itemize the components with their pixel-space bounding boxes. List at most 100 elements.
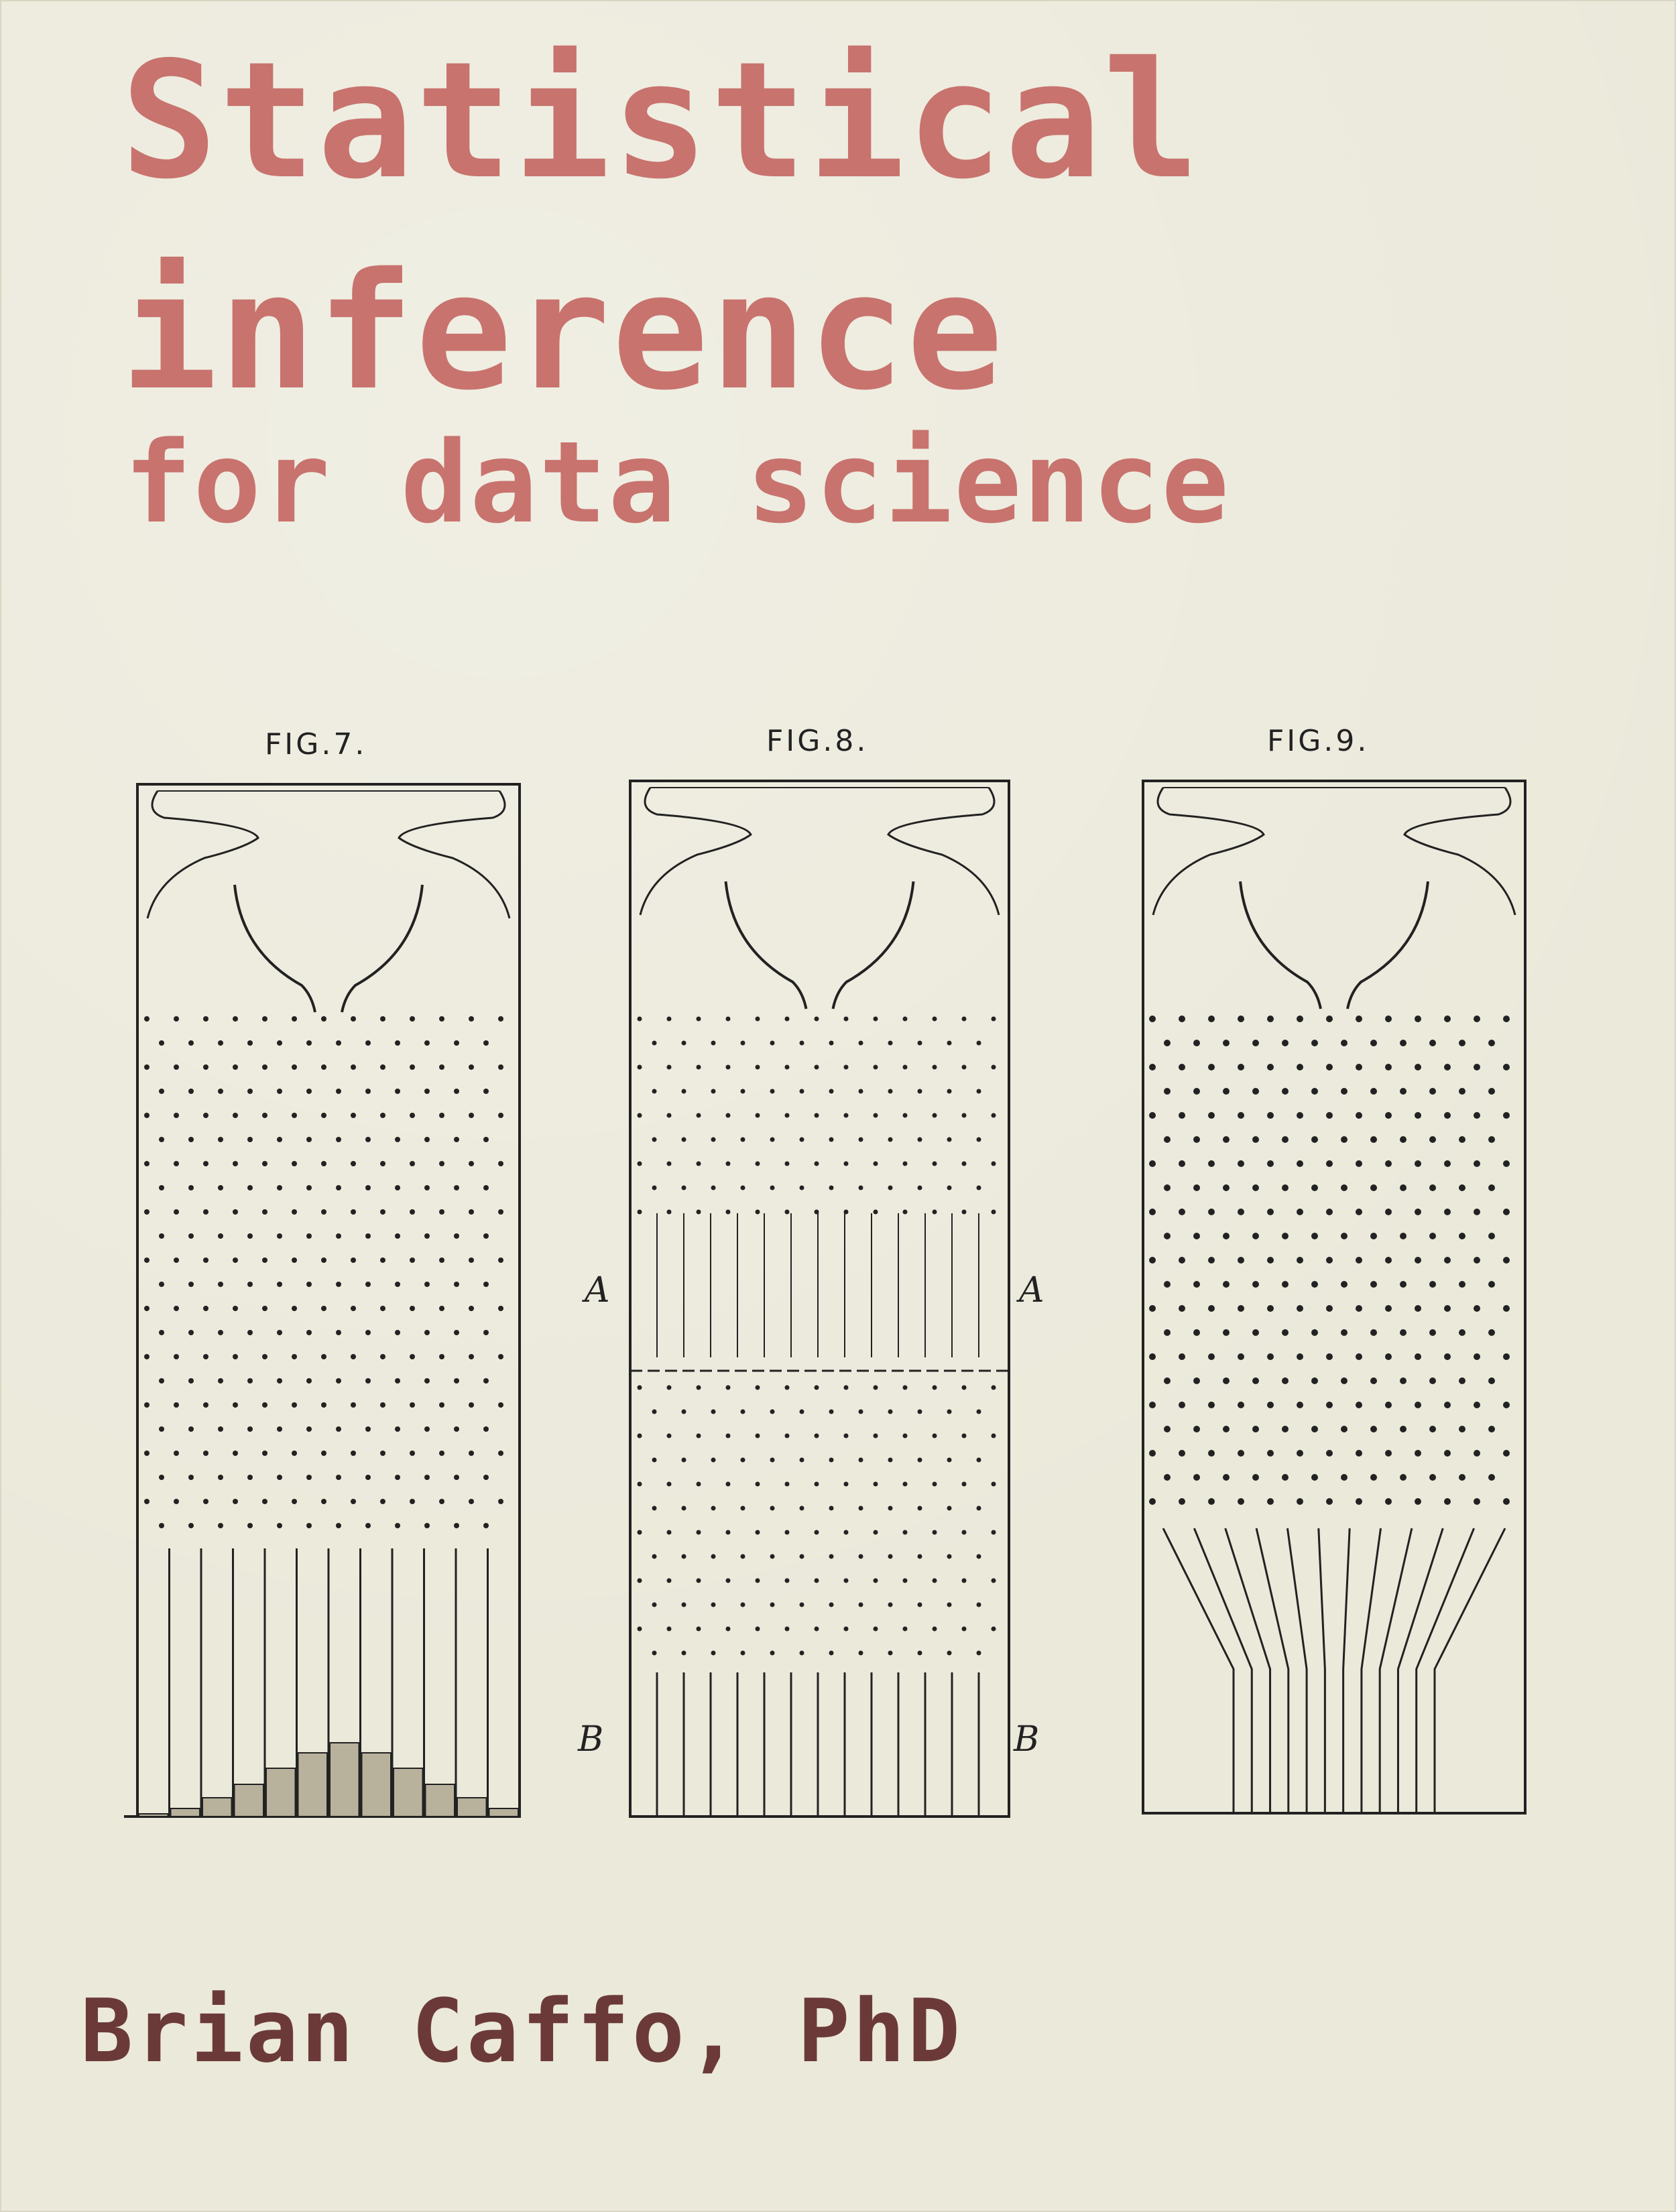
pin bbox=[233, 1499, 238, 1504]
pin bbox=[1223, 1088, 1230, 1095]
pin bbox=[932, 1578, 937, 1583]
pin bbox=[336, 1185, 341, 1190]
pin bbox=[1400, 1088, 1406, 1095]
pin bbox=[1326, 1353, 1333, 1360]
pin bbox=[380, 1306, 385, 1311]
pin bbox=[1474, 1305, 1480, 1312]
pin bbox=[932, 1113, 937, 1118]
pin bbox=[637, 1385, 642, 1390]
pin bbox=[321, 1451, 326, 1456]
marker-b-left: B bbox=[578, 1719, 604, 1760]
pin bbox=[666, 1016, 672, 1022]
pin bbox=[498, 1257, 503, 1263]
pin bbox=[1311, 1281, 1318, 1288]
histogram-bar bbox=[361, 1752, 392, 1817]
pin bbox=[395, 1185, 400, 1190]
pin bbox=[814, 1209, 819, 1215]
pin bbox=[1223, 1474, 1230, 1481]
pin bbox=[976, 1040, 981, 1046]
pin bbox=[1282, 1233, 1289, 1239]
pin bbox=[410, 1402, 415, 1408]
pin bbox=[1503, 1160, 1510, 1167]
pin bbox=[1503, 1450, 1510, 1457]
funnel-channel bbox=[1317, 1528, 1326, 1813]
pin bbox=[174, 1451, 179, 1456]
pin bbox=[1415, 1305, 1421, 1312]
pin bbox=[410, 1064, 415, 1070]
pin bbox=[1208, 1209, 1215, 1215]
pin bbox=[351, 1113, 356, 1118]
pin bbox=[1429, 1233, 1436, 1239]
pin bbox=[991, 1209, 996, 1215]
pin bbox=[306, 1475, 312, 1480]
pin bbox=[233, 1402, 238, 1408]
pin bbox=[262, 1016, 267, 1022]
pin bbox=[1341, 1233, 1348, 1239]
pin bbox=[770, 1457, 775, 1463]
pin bbox=[770, 1409, 775, 1414]
pin bbox=[144, 1113, 149, 1118]
pin bbox=[351, 1451, 356, 1456]
pin bbox=[1193, 1184, 1200, 1191]
pin bbox=[159, 1089, 164, 1094]
pin bbox=[725, 1530, 731, 1535]
pin bbox=[873, 1530, 878, 1535]
pin bbox=[498, 1402, 503, 1408]
pin bbox=[188, 1475, 194, 1480]
pin bbox=[947, 1602, 952, 1607]
pin bbox=[336, 1330, 341, 1335]
pin bbox=[1385, 1402, 1392, 1408]
pin bbox=[976, 1506, 981, 1511]
pin bbox=[1252, 1233, 1259, 1239]
pin bbox=[829, 1409, 834, 1414]
pin bbox=[652, 1554, 657, 1559]
pin bbox=[1252, 1474, 1259, 1481]
pin bbox=[1459, 1233, 1465, 1239]
pin bbox=[203, 1113, 208, 1118]
pin bbox=[1311, 1136, 1318, 1143]
pin bbox=[711, 1650, 716, 1656]
pin bbox=[1429, 1088, 1436, 1095]
pin bbox=[1311, 1329, 1318, 1336]
pin bbox=[902, 1385, 908, 1390]
pin bbox=[1311, 1184, 1318, 1191]
pin bbox=[292, 1354, 297, 1359]
pin bbox=[380, 1161, 385, 1166]
pin bbox=[1503, 1016, 1510, 1022]
funnel-channel bbox=[1162, 1528, 1235, 1813]
pin bbox=[1415, 1257, 1421, 1264]
pin bbox=[1400, 1329, 1406, 1336]
pin bbox=[681, 1650, 686, 1656]
pin bbox=[858, 1040, 863, 1046]
pin bbox=[336, 1475, 341, 1480]
pin bbox=[203, 1402, 208, 1408]
pin bbox=[410, 1016, 415, 1022]
pin bbox=[814, 1113, 819, 1118]
pin bbox=[483, 1233, 489, 1239]
pin bbox=[395, 1426, 400, 1432]
pin bbox=[1326, 1498, 1333, 1505]
pin bbox=[1488, 1281, 1495, 1288]
pin bbox=[1149, 1353, 1156, 1360]
marker-b-right: B bbox=[1014, 1719, 1040, 1760]
pin bbox=[1164, 1233, 1171, 1239]
pin bbox=[1400, 1233, 1406, 1239]
pin bbox=[188, 1378, 194, 1384]
pin bbox=[1459, 1281, 1465, 1288]
pin bbox=[902, 1209, 908, 1215]
pin bbox=[725, 1209, 731, 1215]
pin bbox=[1297, 1498, 1303, 1505]
pin bbox=[829, 1554, 834, 1559]
pin bbox=[740, 1185, 745, 1190]
pin bbox=[1341, 1329, 1348, 1336]
pin bbox=[991, 1064, 996, 1070]
funnel-left-spout bbox=[233, 884, 316, 1013]
pin bbox=[976, 1409, 981, 1414]
histogram-bar bbox=[457, 1797, 487, 1817]
pin bbox=[1267, 1257, 1274, 1264]
pin bbox=[144, 1016, 149, 1022]
pin bbox=[424, 1040, 430, 1046]
pin bbox=[174, 1016, 179, 1022]
pin bbox=[159, 1137, 164, 1142]
galton-board-histogram-icon bbox=[124, 783, 521, 1818]
